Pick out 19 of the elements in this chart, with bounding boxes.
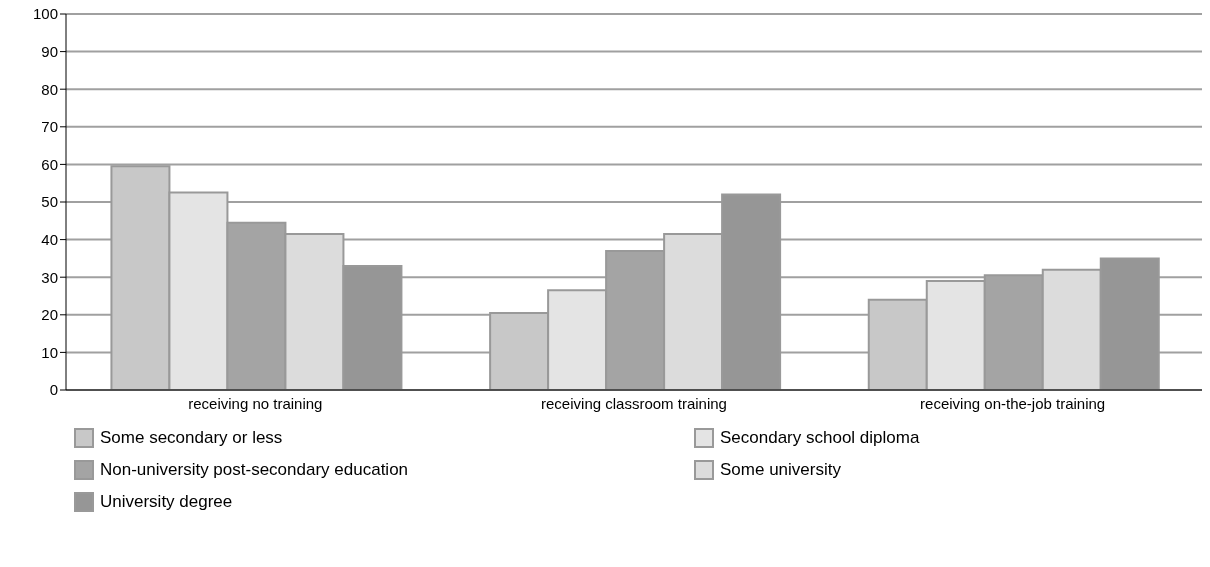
y-tick-label: 20 xyxy=(41,306,58,324)
y-tick-label: 10 xyxy=(41,343,58,361)
x-tick-label: receiving classroom training xyxy=(541,394,727,412)
y-tick-label: 40 xyxy=(41,230,58,248)
y-tick-label: 80 xyxy=(41,80,58,98)
x-tick-label: receiving no training xyxy=(188,394,323,412)
y-tick-label: 60 xyxy=(41,155,58,173)
y-tick-label: 0 xyxy=(49,381,58,399)
y-tick-label: 90 xyxy=(41,42,58,60)
legend-label: Some secondary or less xyxy=(100,428,283,448)
x-tick-label: receiving on-the-job training xyxy=(920,394,1106,412)
legend-label: Some university xyxy=(720,460,841,480)
legend-label: Secondary school diploma xyxy=(720,428,920,448)
y-tick-label: 50 xyxy=(41,193,58,211)
y-tick-label: 100 xyxy=(32,5,58,23)
y-tick-label: 30 xyxy=(41,268,58,286)
y-tick-label: 70 xyxy=(41,118,58,136)
legend-label: Non-university post-secondary education xyxy=(100,460,409,480)
legend-label: University degree xyxy=(100,492,233,512)
